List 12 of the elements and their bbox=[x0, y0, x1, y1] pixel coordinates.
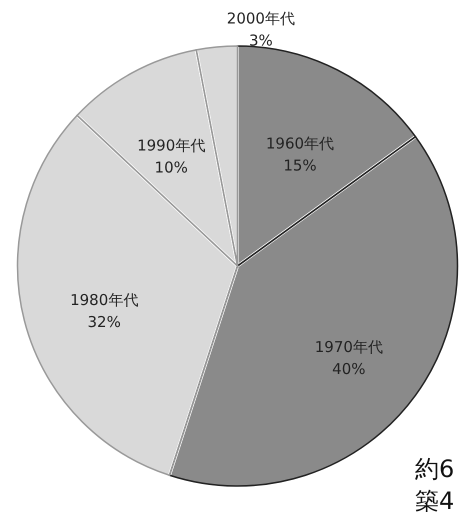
slice-label: 1960年代 bbox=[266, 134, 334, 152]
slice-label: 1980年代 bbox=[70, 291, 138, 310]
text: 約6 bbox=[415, 455, 454, 483]
slice-label: 1990年代 bbox=[137, 136, 206, 154]
data-label: 3% bbox=[249, 31, 273, 50]
slice-label: 1970年代 bbox=[314, 338, 383, 356]
data-label: 15% bbox=[283, 156, 317, 174]
text: 築4 bbox=[415, 487, 454, 515]
slice-label: 2000年代 bbox=[226, 9, 295, 28]
data-label: 40% bbox=[332, 360, 366, 378]
data-label: 10% bbox=[154, 158, 188, 176]
data-label: 32% bbox=[88, 313, 121, 332]
